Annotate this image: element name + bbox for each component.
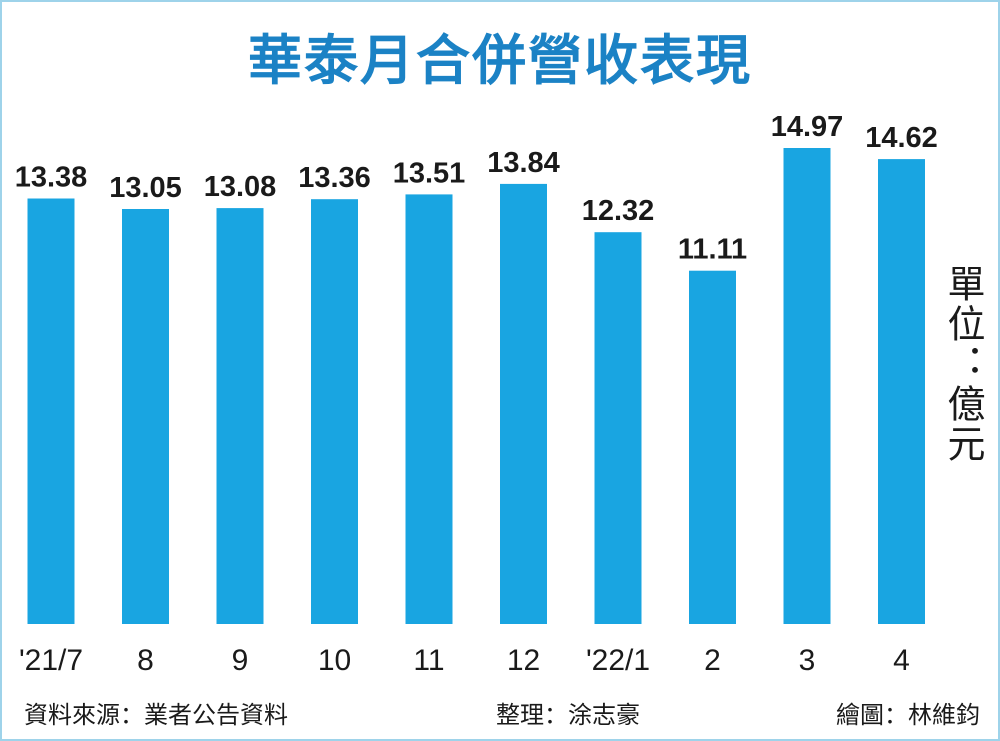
bar-6 bbox=[594, 232, 642, 624]
graphic-credit: 繪圖：林維鈞 bbox=[836, 701, 980, 729]
category-label-7: 2 bbox=[704, 644, 721, 677]
value-label-8: 14.97 bbox=[771, 111, 844, 143]
value-label-2: 13.08 bbox=[204, 171, 277, 203]
chart-title: 華泰月合併營收表現 bbox=[248, 29, 752, 92]
value-label-3: 13.36 bbox=[298, 162, 371, 194]
value-label-4: 13.51 bbox=[393, 157, 466, 189]
bar-4 bbox=[405, 194, 453, 624]
category-label-1: 8 bbox=[137, 644, 154, 677]
category-label-5: 12 bbox=[507, 644, 540, 677]
value-label-6: 12.32 bbox=[582, 195, 655, 227]
bar-5 bbox=[500, 183, 547, 624]
category-label-4: 11 bbox=[413, 644, 444, 677]
value-label-5: 13.84 bbox=[487, 147, 560, 179]
bar-8 bbox=[783, 148, 831, 624]
bar-1 bbox=[122, 209, 169, 624]
category-label-8: 3 bbox=[799, 644, 816, 677]
value-label-1: 13.05 bbox=[109, 172, 182, 204]
category-label-6: '22/1 bbox=[586, 644, 650, 677]
value-label-9: 14.62 bbox=[865, 122, 938, 154]
value-label-0: 13.38 bbox=[15, 162, 88, 194]
category-label-3: 10 bbox=[318, 644, 351, 677]
category-label-0: '21/7 bbox=[19, 644, 83, 677]
bar-3 bbox=[311, 199, 358, 624]
source-credit: 資料來源：業者公告資料 bbox=[24, 701, 288, 729]
editor-credit: 整理：涂志豪 bbox=[496, 701, 640, 729]
category-label-2: 9 bbox=[232, 644, 249, 677]
bar-9 bbox=[878, 159, 925, 624]
value-label-7: 11.11 bbox=[678, 234, 747, 266]
category-label-9: 4 bbox=[893, 644, 910, 677]
bar-0 bbox=[27, 198, 75, 624]
bar-7 bbox=[689, 270, 736, 624]
unit-label: 單位：億元 bbox=[941, 264, 985, 464]
bar-2 bbox=[216, 208, 264, 624]
